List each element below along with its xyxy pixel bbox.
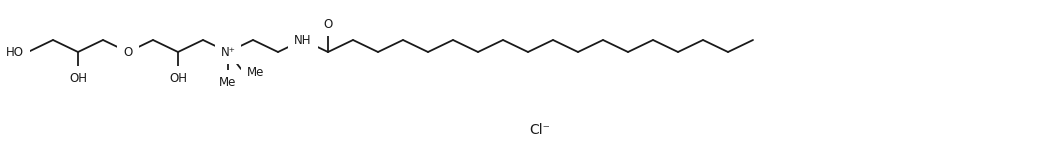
Text: OH: OH (69, 71, 87, 85)
Text: NH: NH (294, 33, 312, 47)
Text: O: O (323, 18, 332, 30)
Text: Me: Me (220, 76, 237, 89)
Text: OH: OH (169, 71, 187, 85)
Text: Me: Me (247, 66, 264, 79)
Text: O: O (123, 46, 133, 58)
Text: HO: HO (6, 46, 24, 58)
Text: Cl⁻: Cl⁻ (530, 123, 550, 137)
Text: N⁺: N⁺ (221, 46, 236, 58)
